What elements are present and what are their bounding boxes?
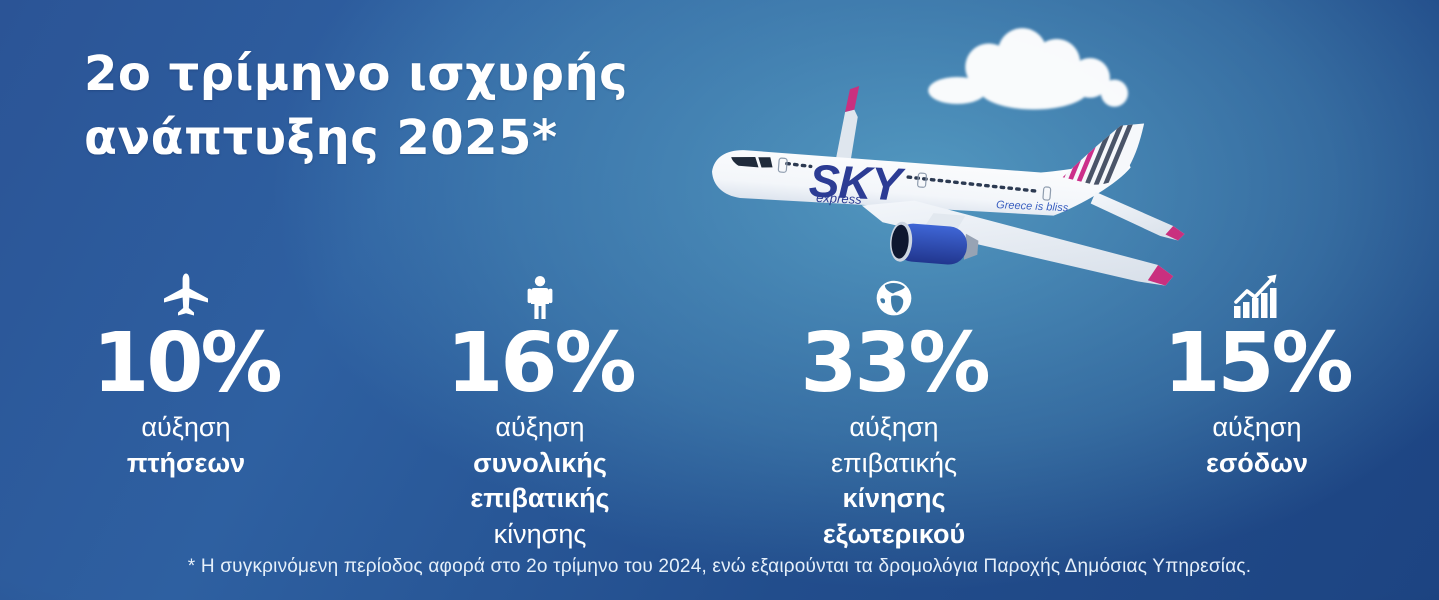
stat-label-line: αύξηση [1212, 411, 1302, 442]
stat-label-line: κίνησης [493, 519, 587, 550]
stat-label-line: επιβατικής [470, 483, 610, 514]
title-line-2: ανάπτυξης 2025* [84, 110, 558, 167]
globe-icon [729, 272, 1059, 320]
stat-label: αύξηση εσόδων [1092, 410, 1422, 482]
stat-label-line: συνολικής [473, 447, 607, 478]
door-front [777, 157, 788, 173]
door-rear [1042, 186, 1052, 201]
stat-value: 16% [446, 316, 636, 411]
stat-value: 10% [92, 316, 282, 411]
stat-label-line: εσόδων [1206, 447, 1308, 478]
express-logo: express [816, 190, 863, 207]
stabilizer [1090, 191, 1185, 241]
stat-label: αύξηση επιβατικής κίνησης εξωτερικού [729, 410, 1059, 554]
sky-logo: SKY [808, 154, 907, 210]
cabin-windows-rear [906, 175, 1042, 194]
cloud [928, 28, 1129, 110]
fuselage [712, 150, 1131, 216]
bar-chart-icon [1092, 272, 1422, 320]
stabilizer-tip [1165, 226, 1185, 241]
stat-label-line: εξωτερικού [822, 519, 966, 550]
stat-total-passenger-traffic: 16% αύξηση συνολικής επιβατικής κίνησης [375, 272, 705, 553]
stat-label: αύξηση πτήσεων [21, 410, 351, 482]
airplane-icon [21, 272, 351, 320]
stat-flights: 10% αύξηση πτήσεων [21, 272, 351, 481]
stat-international-passenger-traffic: 33% αύξηση επιβατικής κίνησης εξωτερικού [729, 272, 1059, 553]
stat-label-line: αύξηση [849, 411, 939, 442]
cockpit-window-2 [758, 157, 773, 168]
stat-label-line: πτήσεων [126, 447, 246, 478]
stat-label: αύξηση συνολικής επιβατικής κίνησης [375, 410, 705, 554]
cockpit-window [731, 157, 759, 168]
engine-nacelle [894, 223, 968, 265]
stat-value: 33% [800, 316, 990, 411]
door-mid [917, 172, 927, 188]
stat-label-line: αύξηση [141, 411, 231, 442]
stat-label-line: κίνησης [842, 483, 946, 514]
engine-exhaust [963, 233, 979, 260]
sky-express-airplane: SKY express Greece is bliss [712, 85, 1185, 286]
far-wing [835, 109, 858, 165]
stat-revenue: 15% αύξηση εσόδων [1092, 272, 1422, 481]
stat-label-line: αύξηση [495, 411, 585, 442]
far-winglet [845, 85, 860, 112]
stat-value: 15% [1163, 316, 1353, 411]
greece-is-bliss-tagline: Greece is bliss [996, 199, 1069, 214]
footnote: * Η συγκρινόμενη περίοδος αφορά στο 2ο τ… [187, 556, 1252, 577]
cabin-windows-front [785, 161, 813, 169]
title-line-1: 2ο τρίμηνο ισχυρής [84, 46, 629, 102]
page-title: 2ο τρίμηνο ισχυρής ανάπτυξης 2025* [84, 42, 628, 171]
stat-label-line: επιβατικής [831, 447, 957, 478]
engine-intake [891, 224, 909, 259]
person-icon [375, 272, 705, 320]
wing-tip [1147, 264, 1174, 286]
